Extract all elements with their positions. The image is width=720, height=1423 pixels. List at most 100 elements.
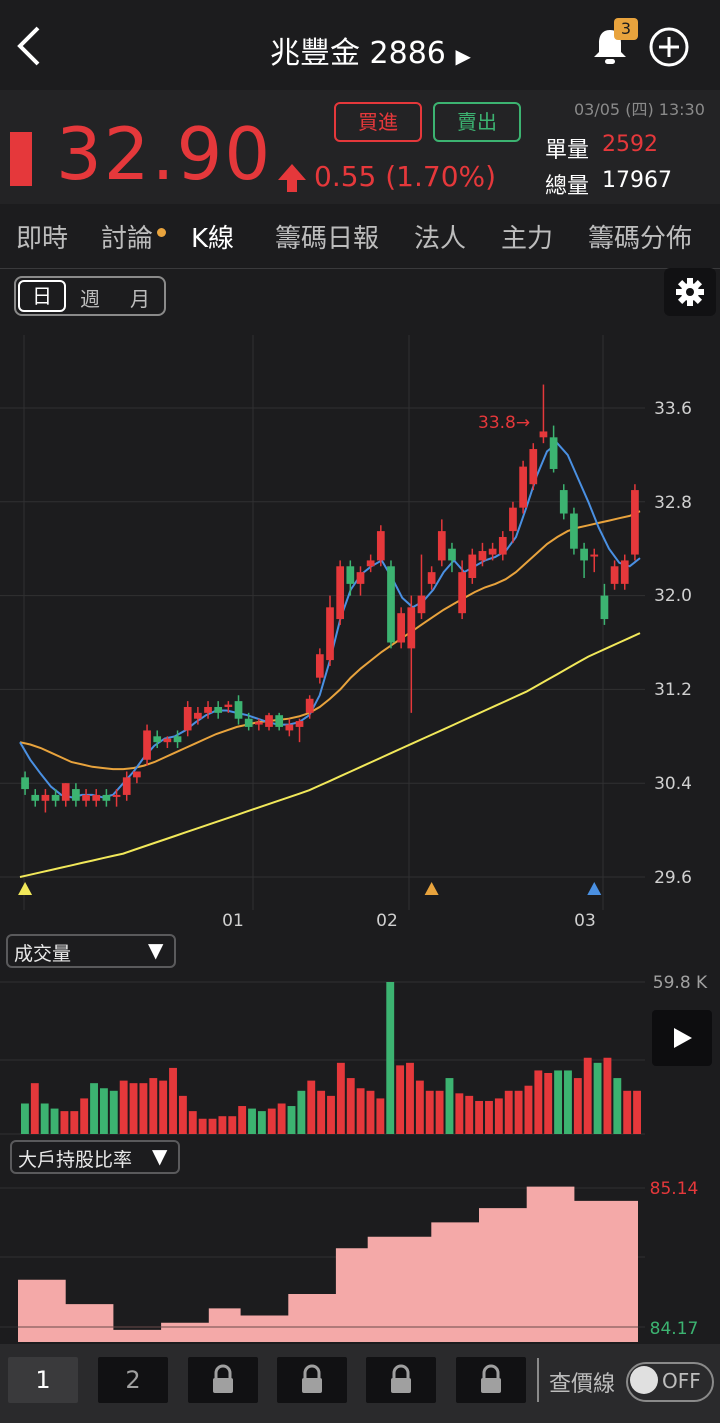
tab-kline[interactable]: K線	[191, 224, 235, 254]
kline-chart[interactable]: 33.6 32.8 32.0 31.2 30.4 29.6 01 02 03 3…	[0, 320, 720, 932]
volume-bar	[356, 1088, 365, 1134]
volume-bar	[435, 1090, 444, 1134]
candle-body	[407, 607, 416, 649]
x-tick-label: 03	[574, 911, 596, 931]
volume-selector[interactable]: 成交量 ▼	[6, 934, 176, 968]
candle-body	[498, 536, 507, 555]
page-1-button[interactable]: 1	[8, 1357, 78, 1403]
volume-bar	[554, 1070, 563, 1134]
volume-bar	[277, 1103, 286, 1134]
tab-chip-distribution[interactable]: 籌碼分佈	[588, 224, 693, 254]
y-tick-label: 33.6	[654, 399, 692, 419]
locked-slot-button[interactable]	[456, 1357, 526, 1403]
volume-bar	[633, 1090, 641, 1134]
signal-marker	[18, 882, 33, 895]
tab-institutional[interactable]: 法人	[414, 224, 467, 254]
volume-bar	[287, 1106, 296, 1134]
locked-slot-button[interactable]	[188, 1357, 258, 1403]
volume-max-label: 59.8 K	[653, 973, 708, 993]
volume-bar	[257, 1111, 266, 1134]
buy-button[interactable]: 買進	[334, 102, 422, 142]
candle-body	[92, 794, 101, 801]
period-week[interactable]: 週	[80, 287, 100, 311]
candle-body	[214, 706, 223, 713]
total-volume-value: 17967	[602, 168, 672, 193]
volume-bar	[99, 1088, 108, 1134]
locked-slot-button[interactable]	[277, 1357, 347, 1403]
candle-body	[336, 566, 345, 620]
tab-bar: 即時 討論 K線 籌碼日報 法人 主力 籌碼分佈	[0, 204, 720, 269]
volume-bar	[90, 1083, 98, 1134]
candle-body	[244, 718, 253, 727]
candle-body	[234, 701, 243, 719]
candle-body	[112, 794, 121, 797]
volume-bar	[623, 1090, 632, 1134]
up-arrow-icon	[276, 162, 308, 194]
volume-selector-label: 成交量	[14, 943, 72, 965]
volume-chart[interactable]: 59.8 K	[0, 966, 720, 1138]
candle-body	[254, 722, 263, 725]
volume-bar	[198, 1118, 207, 1134]
candle-body	[387, 566, 395, 643]
candle-body	[346, 566, 355, 584]
volume-bar	[139, 1083, 148, 1134]
settings-icon[interactable]	[664, 268, 716, 316]
tab-main-force[interactable]: 主力	[501, 224, 554, 254]
volume-bar	[583, 1057, 592, 1134]
top-bar: 兆豐金 2886 ▶ 3	[0, 0, 720, 90]
stock-code: 2886	[369, 36, 446, 71]
volume-bar	[188, 1111, 197, 1134]
volume-bar	[376, 1098, 385, 1134]
single-volume-value: 2592	[602, 132, 658, 157]
volume-bar	[218, 1116, 227, 1134]
tab-chip-daily[interactable]: 籌碼日報	[275, 224, 380, 254]
y-tick-label: 30.4	[654, 774, 692, 794]
holder-max-label: 85.14	[650, 1179, 699, 1199]
tab-realtime[interactable]: 即時	[16, 224, 69, 254]
quote-panel: 32.90 0.55 (1.70%) 買進 賣出 03/05 (四) 13:30…	[0, 90, 720, 204]
candle-body	[41, 794, 50, 801]
candle-body	[51, 794, 60, 801]
sell-button[interactable]: 賣出	[433, 102, 521, 142]
volume-bar	[307, 1080, 316, 1134]
candle-body	[153, 736, 162, 743]
candle-body	[620, 560, 629, 584]
holder-ratio-selector-label: 大戶持股比率	[18, 1149, 133, 1171]
volume-bar	[386, 982, 395, 1134]
total-volume-label: 總量	[545, 174, 590, 199]
locked-slot-button[interactable]	[366, 1357, 436, 1403]
toggle-knob	[630, 1366, 658, 1394]
candle-body	[539, 431, 548, 438]
tab-discussion[interactable]: 討論	[101, 224, 154, 254]
back-icon[interactable]	[14, 24, 44, 68]
discussion-dot	[157, 228, 166, 237]
period-selector: 日 週 月	[14, 276, 166, 316]
volume-bar	[564, 1070, 572, 1134]
price-change: 0.55 (1.70%)	[314, 160, 497, 193]
price-line-toggle[interactable]: OFF	[626, 1362, 714, 1402]
page-2-button[interactable]: 2	[98, 1357, 168, 1403]
stock-title[interactable]: 兆豐金 2886 ▶	[270, 28, 471, 72]
period-day[interactable]: 日	[18, 280, 66, 312]
y-tick-label: 31.2	[654, 680, 692, 700]
candle-body	[295, 721, 304, 727]
candle-body	[82, 794, 90, 801]
candle-body	[183, 706, 192, 731]
x-tick-label: 02	[376, 911, 398, 931]
candle-body	[356, 572, 365, 584]
volume-bar	[544, 1072, 553, 1134]
candle-body	[600, 595, 609, 620]
volume-bar	[336, 1062, 345, 1134]
candle-body	[285, 724, 294, 731]
volume-bar	[248, 1108, 256, 1134]
holder-ratio-selector[interactable]: 大戶持股比率 ▼	[10, 1140, 180, 1174]
holder-ratio-chart[interactable]: 85.14 84.17	[0, 1172, 720, 1344]
volume-bar	[534, 1070, 543, 1134]
play-triangle-icon: ▶	[455, 44, 471, 68]
add-icon[interactable]	[648, 26, 690, 68]
period-month[interactable]: 月	[130, 287, 150, 311]
play-icon[interactable]	[652, 1010, 712, 1066]
candle-body	[31, 794, 40, 801]
candle-body	[610, 566, 619, 584]
volume-bar	[119, 1080, 128, 1134]
